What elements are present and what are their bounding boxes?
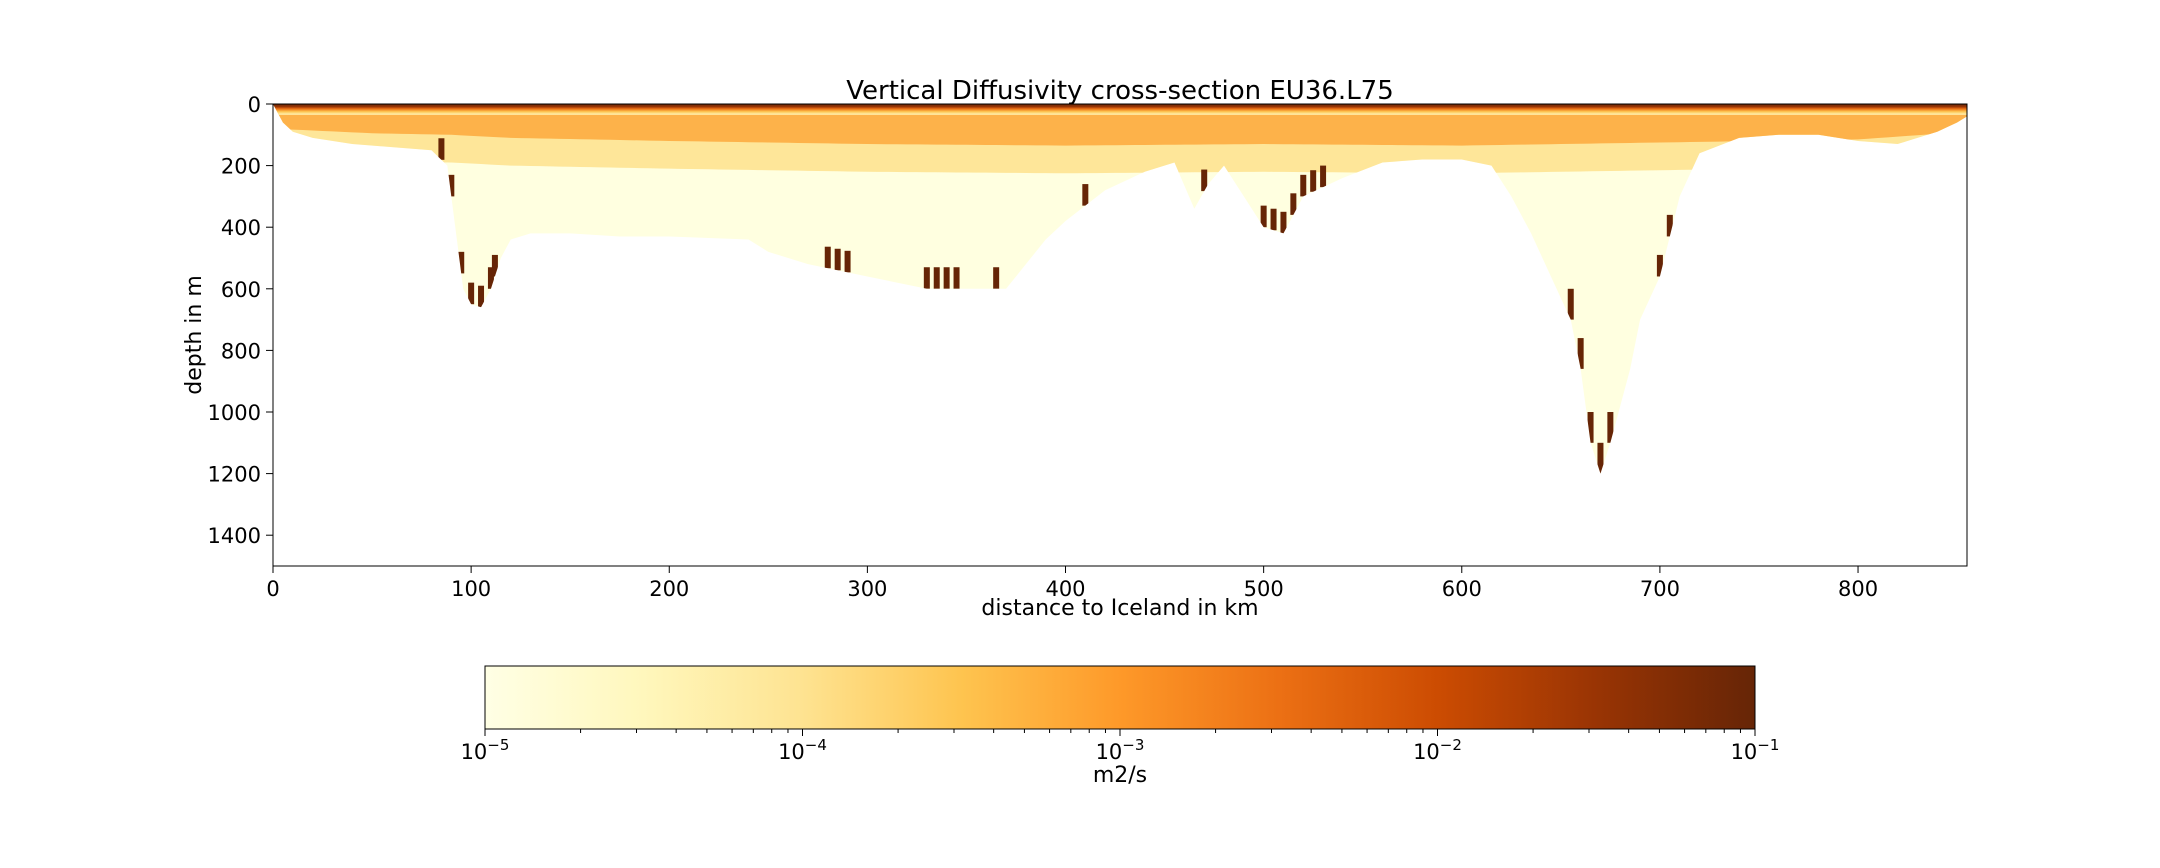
bottom-high-diffusivity-cell [923,267,930,289]
x-tick-label: 600 [1442,577,1482,601]
bottom-high-diffusivity-cell [824,246,831,269]
bottom-high-diffusivity-cell [1280,211,1287,234]
y-tick-label: 200 [221,155,261,179]
y-tick-label: 800 [221,339,261,363]
bottom-high-diffusivity-cell [1290,193,1297,215]
bottom-high-diffusivity-cell [943,267,950,289]
x-axis-label: distance to Iceland in km [981,596,1258,621]
bottom-high-diffusivity-cell [953,267,960,289]
surface-high-diffusivity [273,104,1967,115]
x-tick-label: 300 [847,577,887,601]
y-tick-label: 1400 [208,524,261,548]
plot-frame [272,103,1968,567]
x-tick-label: 400 [1045,577,1085,601]
colorbar-tick-label: 10−5 [461,736,510,764]
colorbar-tick-label: 10−4 [778,736,827,764]
bottom-high-diffusivity-cell [1260,205,1267,228]
x-tick-label: 200 [649,577,689,601]
bottom-high-diffusivity-cell [834,248,841,271]
bottom-high-diffusivity-cell [1656,254,1663,277]
bottom-high-diffusivity-cell [933,267,940,289]
colorbar-tick-label: 10−1 [1731,736,1780,764]
y-tick-label: 400 [221,216,261,240]
x-tick-label: 0 [266,577,279,601]
bottom-high-diffusivity-cell [1587,412,1594,443]
y-axis: 0 200 400 600 800 1000 1200 1400 [208,93,273,548]
bottom-high-diffusivity-cell [448,174,455,197]
y-axis-label: depth in m [182,275,207,395]
plot-area [272,103,1968,567]
bottom-high-diffusivity-cell [1082,184,1089,206]
bottom-high-diffusivity-cell [491,254,498,277]
bottom-high-diffusivity-cell [1567,288,1574,320]
bottom-high-diffusivity-cell [438,138,445,160]
bottom-high-diffusivity-cell [468,282,475,305]
bottom-high-diffusivity-cell [1320,165,1327,188]
water-column-interior [273,104,1967,474]
bottom-high-diffusivity-cell [993,267,1000,289]
bottom-high-diffusivity-cell [1201,169,1208,192]
colorbar-tick-label: 10−3 [1096,736,1145,764]
x-tick-label: 700 [1640,577,1680,601]
y-tick-label: 0 [248,93,261,117]
colorbar: 10−5 10−4 10−3 10−2 10−1 m2/s [461,665,1780,788]
y-tick-label: 1200 [208,463,261,487]
bottom-high-diffusivity-cell [458,251,465,274]
x-tick-label: 100 [451,577,491,601]
bottom-high-diffusivity-cell [1310,170,1317,192]
bottom-high-diffusivity-cell [1300,174,1307,197]
x-tick-label: 500 [1244,577,1284,601]
bottom-high-diffusivity-cell [1270,208,1277,231]
bottom-high-diffusivity-cell [478,285,485,308]
bottom-high-diffusivity-cell [1666,214,1673,237]
bottom-high-diffusivity-cell [844,250,851,273]
mixed-layer-band [273,104,1967,474]
colorbar-ticks: 10−5 10−4 10−3 10−2 10−1 [461,729,1780,764]
bottom-high-diffusivity-cell [1597,442,1604,474]
colorbar-label: m2/s [1093,763,1147,788]
colorbar-gradient [484,665,1756,730]
x-tick-label: 800 [1838,577,1878,601]
bottom-high-diffusivity-cell [1577,338,1584,369]
x-axis: 0 100 200 300 400 500 600 700 800 [266,566,1878,601]
data-layer [273,104,1967,474]
colorbar-tick-label: 10−2 [1413,736,1462,764]
chart-title: Vertical Diffusivity cross-section EU36.… [846,76,1394,106]
bottom-high-diffusivity-cell [487,267,494,289]
bottom-high-diffusivity-cell [1607,412,1614,443]
y-tick-label: 1000 [208,401,261,425]
y-tick-label: 600 [221,278,261,302]
